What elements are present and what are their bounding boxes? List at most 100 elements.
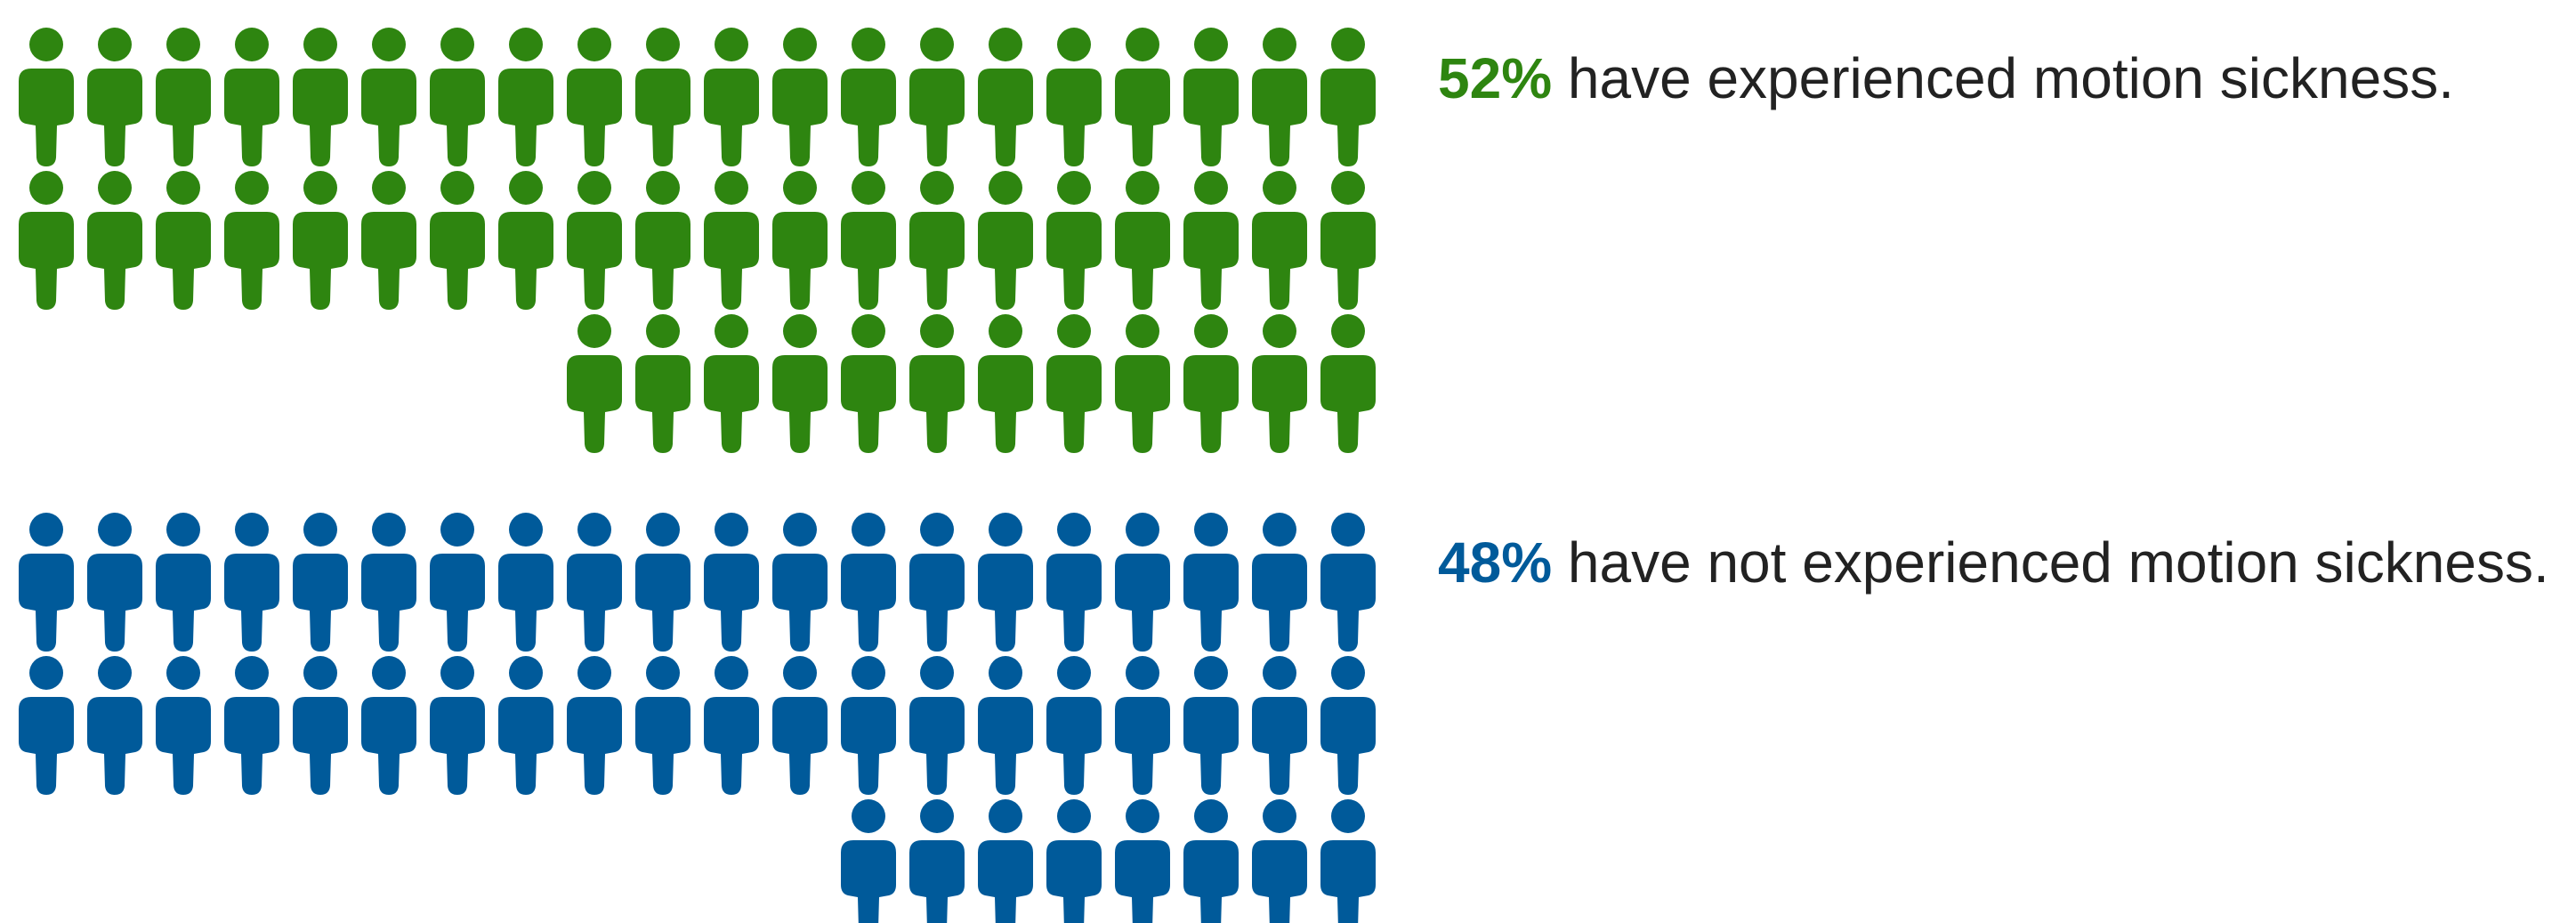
person-icon-experienced [841,314,896,453]
person-icon-not-experienced [293,513,348,652]
person-icon-not-experienced [978,513,1033,652]
person-icon-experienced [1320,171,1376,310]
person-icon-experienced [909,314,965,453]
person-icon-experienced [1252,171,1307,310]
person-icon-experienced [87,28,142,166]
person-icon-experienced [1115,28,1170,166]
person-icon-experienced [19,171,74,310]
person-icon-experienced [841,171,896,310]
person-icon-experienced [635,171,690,310]
person-icon-experienced [567,314,622,453]
person-icon-not-experienced [1252,799,1307,923]
person-icon-experienced [978,171,1033,310]
caption-experienced: 52% have experienced motion sickness. [1438,50,2454,107]
person-icon-not-experienced [567,656,622,795]
person-icon-not-experienced [430,513,485,652]
person-icon-experienced [87,171,142,310]
person-icon-experienced [361,171,416,310]
person-icon-experienced [772,314,828,453]
person-icon-experienced [635,28,690,166]
person-icon-experienced [19,28,74,166]
person-icon-not-experienced [498,513,553,652]
person-icon-not-experienced [704,656,759,795]
person-icon-experienced [1252,314,1307,453]
person-icon-not-experienced [1252,513,1307,652]
person-icon-experienced [978,28,1033,166]
person-icon-not-experienced [909,513,965,652]
person-icon-experienced [704,171,759,310]
caption-not-experienced-text: have not experienced motion sickness. [1567,530,2549,595]
person-icon-experienced [1115,171,1170,310]
person-icon-not-experienced [1115,799,1170,923]
person-icon-not-experienced [1183,513,1239,652]
person-icon-not-experienced [87,656,142,795]
person-icon-not-experienced [909,656,965,795]
person-icon-experienced [1252,28,1307,166]
person-icon-not-experienced [1115,513,1170,652]
person-icon-experienced [1183,314,1239,453]
person-icon-not-experienced [224,656,279,795]
person-icon-not-experienced [1320,656,1376,795]
person-icon-experienced [1320,28,1376,166]
person-icon-experienced [978,314,1033,453]
person-icon-experienced [1046,314,1102,453]
person-icon-experienced [772,171,828,310]
person-icon-not-experienced [772,656,828,795]
person-icon-not-experienced [224,513,279,652]
caption-experienced-text: have experienced motion sickness. [1567,46,2454,110]
person-icon-not-experienced [1320,513,1376,652]
person-icon-experienced [156,171,211,310]
person-icon-not-experienced [841,656,896,795]
person-icon-experienced [430,171,485,310]
person-icon-not-experienced [978,799,1033,923]
person-icon-not-experienced [1252,656,1307,795]
person-icon-not-experienced [19,656,74,795]
person-icon-not-experienced [635,513,690,652]
person-icon-experienced [635,314,690,453]
person-icon-experienced [1115,314,1170,453]
person-icon-not-experienced [1320,799,1376,923]
person-icon-not-experienced [156,656,211,795]
person-icon-not-experienced [430,656,485,795]
person-icon-experienced [567,171,622,310]
person-icon-experienced [567,28,622,166]
person-icon-experienced [841,28,896,166]
person-icon-experienced [1183,171,1239,310]
person-icon-not-experienced [1046,799,1102,923]
person-icon-not-experienced [293,656,348,795]
person-icon-experienced [704,314,759,453]
person-icon-experienced [361,28,416,166]
person-icon-experienced [1046,28,1102,166]
person-icon-experienced [293,28,348,166]
percent-experienced: 52% [1438,46,1553,110]
person-icon-not-experienced [19,513,74,652]
person-icon-experienced [704,28,759,166]
person-icon-not-experienced [841,513,896,652]
person-icon-not-experienced [156,513,211,652]
person-icon-not-experienced [498,656,553,795]
person-icon-not-experienced [909,799,965,923]
person-icon-experienced [293,171,348,310]
person-icon-not-experienced [87,513,142,652]
person-icon-experienced [1183,28,1239,166]
person-icon-not-experienced [567,513,622,652]
percent-not-experienced: 48% [1438,530,1553,595]
person-icon-not-experienced [841,799,896,923]
person-icon-experienced [909,171,965,310]
person-icon-experienced [909,28,965,166]
person-icon-not-experienced [978,656,1033,795]
person-icon-experienced [1320,314,1376,453]
person-icon-not-experienced [1183,656,1239,795]
person-icon-not-experienced [635,656,690,795]
person-icon-experienced [498,28,553,166]
person-icon-experienced [224,171,279,310]
person-icon-not-experienced [772,513,828,652]
person-icon-experienced [224,28,279,166]
person-icon-not-experienced [361,656,416,795]
person-icon-experienced [772,28,828,166]
caption-not-experienced: 48% have not experienced motion sickness… [1438,534,2549,591]
person-icon-not-experienced [1183,799,1239,923]
person-icon-experienced [156,28,211,166]
person-icon-experienced [430,28,485,166]
